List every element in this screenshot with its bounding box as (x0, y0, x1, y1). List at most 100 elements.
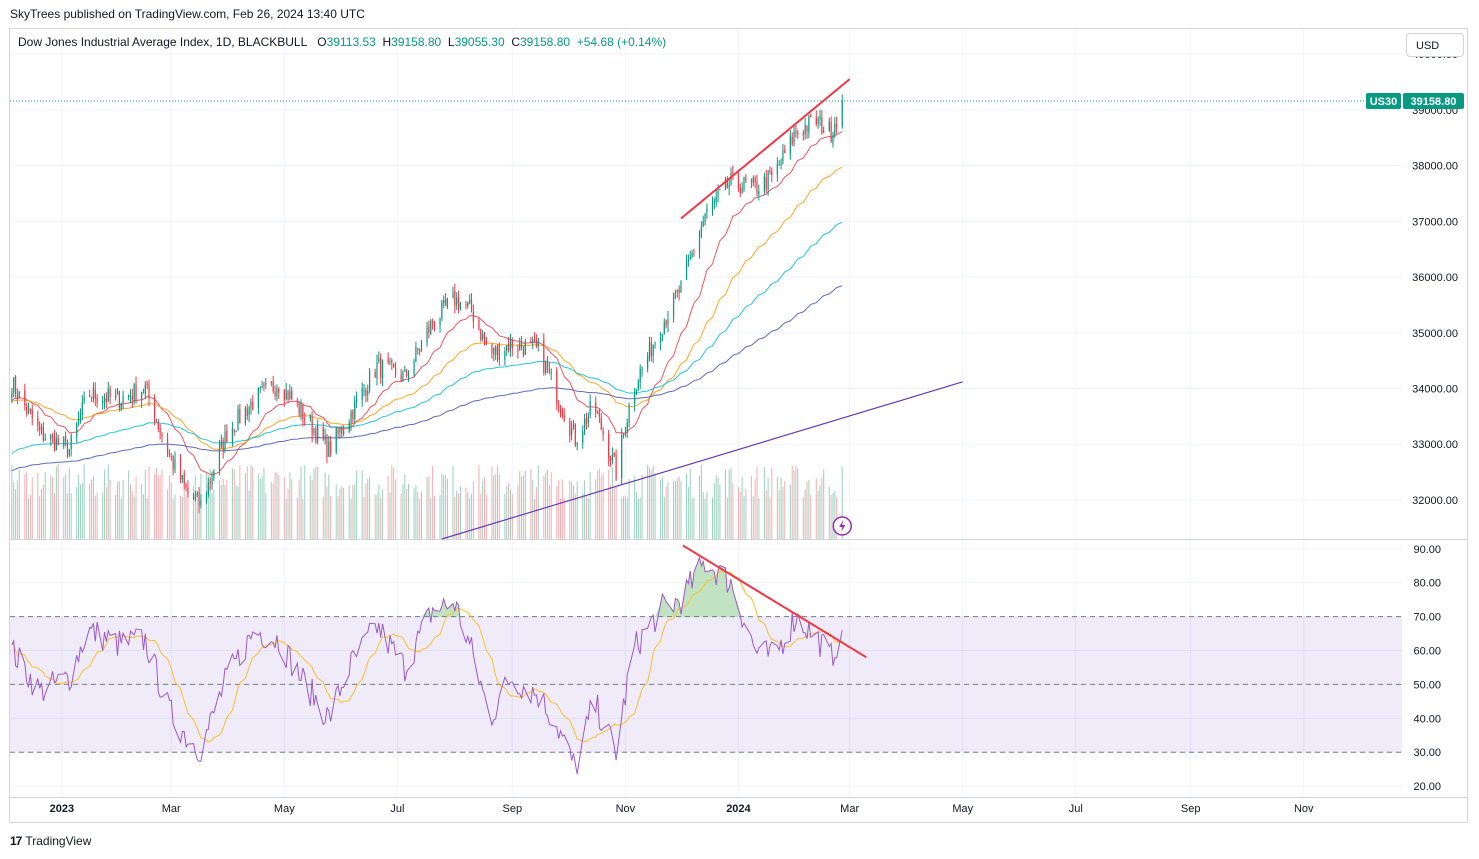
candle-body (706, 208, 708, 213)
volume-bar (576, 481, 578, 539)
candle-body (600, 417, 602, 430)
candle-body (548, 369, 550, 372)
volume-bar (706, 491, 708, 539)
volume-bar (511, 493, 513, 539)
candle-body (470, 299, 473, 311)
volume-bar (39, 495, 41, 539)
candle-body (637, 381, 639, 388)
volume-bar (650, 470, 652, 539)
candle-body (587, 416, 589, 423)
volume-bar (395, 479, 397, 539)
volume-bar (611, 467, 613, 539)
candle-body (313, 429, 315, 433)
candle-body (300, 402, 302, 415)
volume-bar (419, 498, 421, 539)
high-label: H (382, 35, 392, 49)
volume-bar (443, 475, 445, 539)
candle-body (393, 363, 395, 368)
candle-body (291, 390, 293, 400)
price-tick-label: 35000.00 (1412, 328, 1458, 340)
open-label: O (317, 35, 327, 49)
volume-bar (572, 485, 574, 539)
candle-body (27, 407, 30, 413)
rsi-tick-label: 20.00 (1413, 781, 1441, 793)
candle-body (354, 400, 356, 419)
volume-bar (745, 488, 747, 539)
volume-bar (89, 483, 91, 539)
volume-bar (309, 475, 311, 539)
volume-bar (482, 480, 484, 539)
candle-body (322, 427, 324, 440)
candle-body (810, 115, 812, 118)
candle-body (24, 390, 26, 406)
volume-bar (83, 464, 85, 539)
candle-body (659, 337, 662, 343)
candle-body (469, 299, 471, 304)
volume-bar (704, 498, 706, 539)
volume-bar (356, 470, 358, 539)
volume-bar (519, 471, 521, 539)
volume-bar (16, 480, 18, 539)
volume-bar (417, 492, 419, 539)
candle-body (26, 406, 28, 414)
candle-body (615, 454, 617, 480)
candle-body (609, 458, 612, 462)
volume-bar (341, 486, 343, 539)
candle-body (122, 396, 124, 403)
volume-bar (42, 484, 44, 539)
candle-body (350, 411, 352, 424)
volume-bar (246, 466, 248, 539)
candle-body (141, 392, 143, 401)
footer-brand[interactable]: 17 TradingView (10, 834, 91, 848)
rsi-tick-label: 80.00 (1413, 578, 1441, 590)
candle-body (634, 391, 636, 405)
volume-bar (326, 486, 328, 539)
volume-bar (115, 494, 117, 539)
candle-body (702, 221, 704, 227)
candle-body (118, 391, 120, 409)
time-tick-label: Nov (1294, 803, 1314, 815)
volume-bar (647, 465, 649, 539)
volume-bar (724, 469, 726, 539)
high-value: 39158.80 (391, 35, 442, 49)
volume-bar (226, 479, 228, 539)
candle-body (776, 164, 778, 175)
volume-bar (522, 475, 524, 539)
candle-body (231, 428, 234, 442)
candle-body (426, 327, 428, 343)
candle-body (278, 389, 280, 392)
volume-bar (432, 466, 434, 539)
candle-body (387, 358, 389, 364)
candle-body (68, 449, 70, 456)
volume-bar (144, 469, 146, 539)
volume-bar (558, 480, 560, 539)
candle-body (161, 433, 163, 437)
volume-bar (415, 485, 417, 539)
volume-bar (624, 495, 626, 539)
candle-body (283, 390, 285, 401)
candle-body (39, 426, 41, 431)
candle-body (244, 407, 246, 424)
volume-bar (63, 477, 65, 539)
volume-bar (348, 485, 350, 539)
candle-body (743, 177, 745, 190)
candle-body (259, 387, 261, 389)
candle-body (641, 366, 643, 371)
candle-body (356, 398, 358, 403)
candle-body (298, 403, 300, 415)
volume-bar (730, 468, 732, 539)
volume-bar (665, 486, 667, 539)
rsi-line (11, 555, 843, 775)
currency-button[interactable]: USD (1406, 33, 1464, 57)
volume-bar (615, 485, 617, 539)
candle-body (218, 447, 221, 471)
price-tick-label: 36000.00 (1412, 272, 1458, 284)
volume-bar (155, 467, 157, 539)
volume-bar (493, 475, 495, 539)
candle-body (31, 409, 33, 419)
volume-bar (454, 496, 456, 539)
volume-bar (641, 474, 643, 539)
candle-body (635, 389, 638, 392)
volume-bar (96, 493, 98, 539)
